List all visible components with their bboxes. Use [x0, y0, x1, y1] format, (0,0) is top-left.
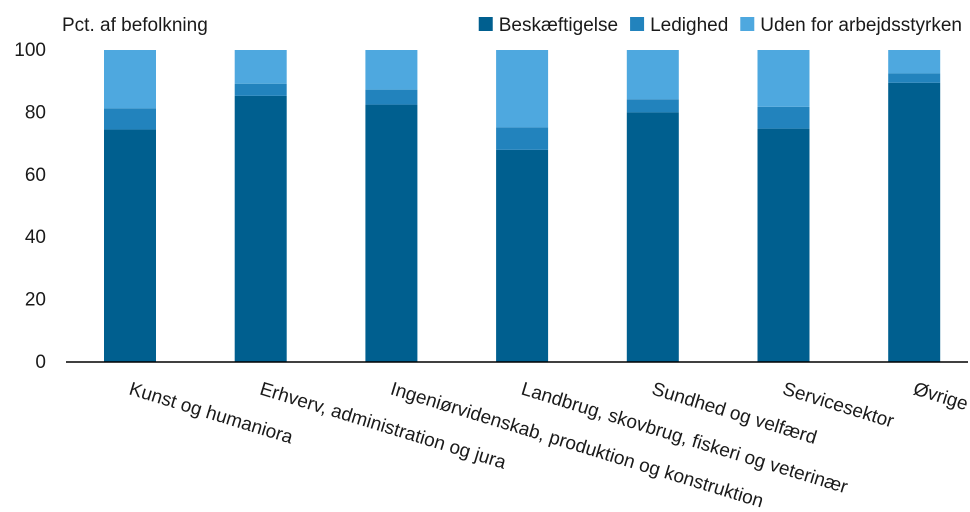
y-axis-label: Pct. af befolkning [62, 15, 208, 36]
y-axis-ticks: 0 20 40 60 80 100 [14, 40, 46, 373]
bar-segment [888, 50, 941, 74]
y-tick-label: 40 [25, 227, 46, 248]
legend-swatch [630, 17, 645, 31]
x-tick-label: Øvrige [911, 379, 970, 415]
y-tick-label: 20 [25, 290, 46, 311]
bar-segment [104, 50, 156, 109]
legend-label: Ledighed [650, 15, 728, 36]
legend-swatch [478, 17, 493, 31]
bar-segment [496, 50, 549, 128]
bar-segment [626, 50, 679, 100]
legend-label: Beskæftigelse [499, 15, 618, 36]
bar-segment [234, 95, 287, 362]
y-tick-label: 0 [35, 352, 46, 373]
legend: Beskæftigelse Ledighed Uden for arbejdssty… [478, 15, 962, 36]
bar-segment [104, 108, 156, 130]
bar-segment [496, 127, 549, 150]
y-tick-label: 80 [25, 102, 46, 123]
bar-segment [888, 82, 941, 362]
bar-segment [626, 99, 679, 113]
bar-segment [757, 106, 810, 129]
y-tick-label: 60 [25, 165, 46, 186]
bar-segment [365, 89, 418, 105]
legend-swatch [740, 17, 755, 31]
x-tick-label: Erhverv, administration og jura [257, 379, 509, 474]
bar-segment [365, 104, 418, 362]
legend-label: Uden for arbejdsstyrken [760, 15, 962, 36]
bar-segment [626, 112, 679, 363]
y-tick-label: 100 [14, 40, 46, 61]
bar-segment [234, 83, 287, 96]
bar-segment [496, 149, 549, 362]
bar-segment [888, 73, 941, 83]
bar-segment [104, 129, 156, 362]
bar-segment [757, 128, 810, 362]
bar-segment [234, 50, 287, 84]
bar-segment [757, 50, 810, 107]
bars [104, 50, 941, 363]
bar-segment [365, 50, 418, 90]
